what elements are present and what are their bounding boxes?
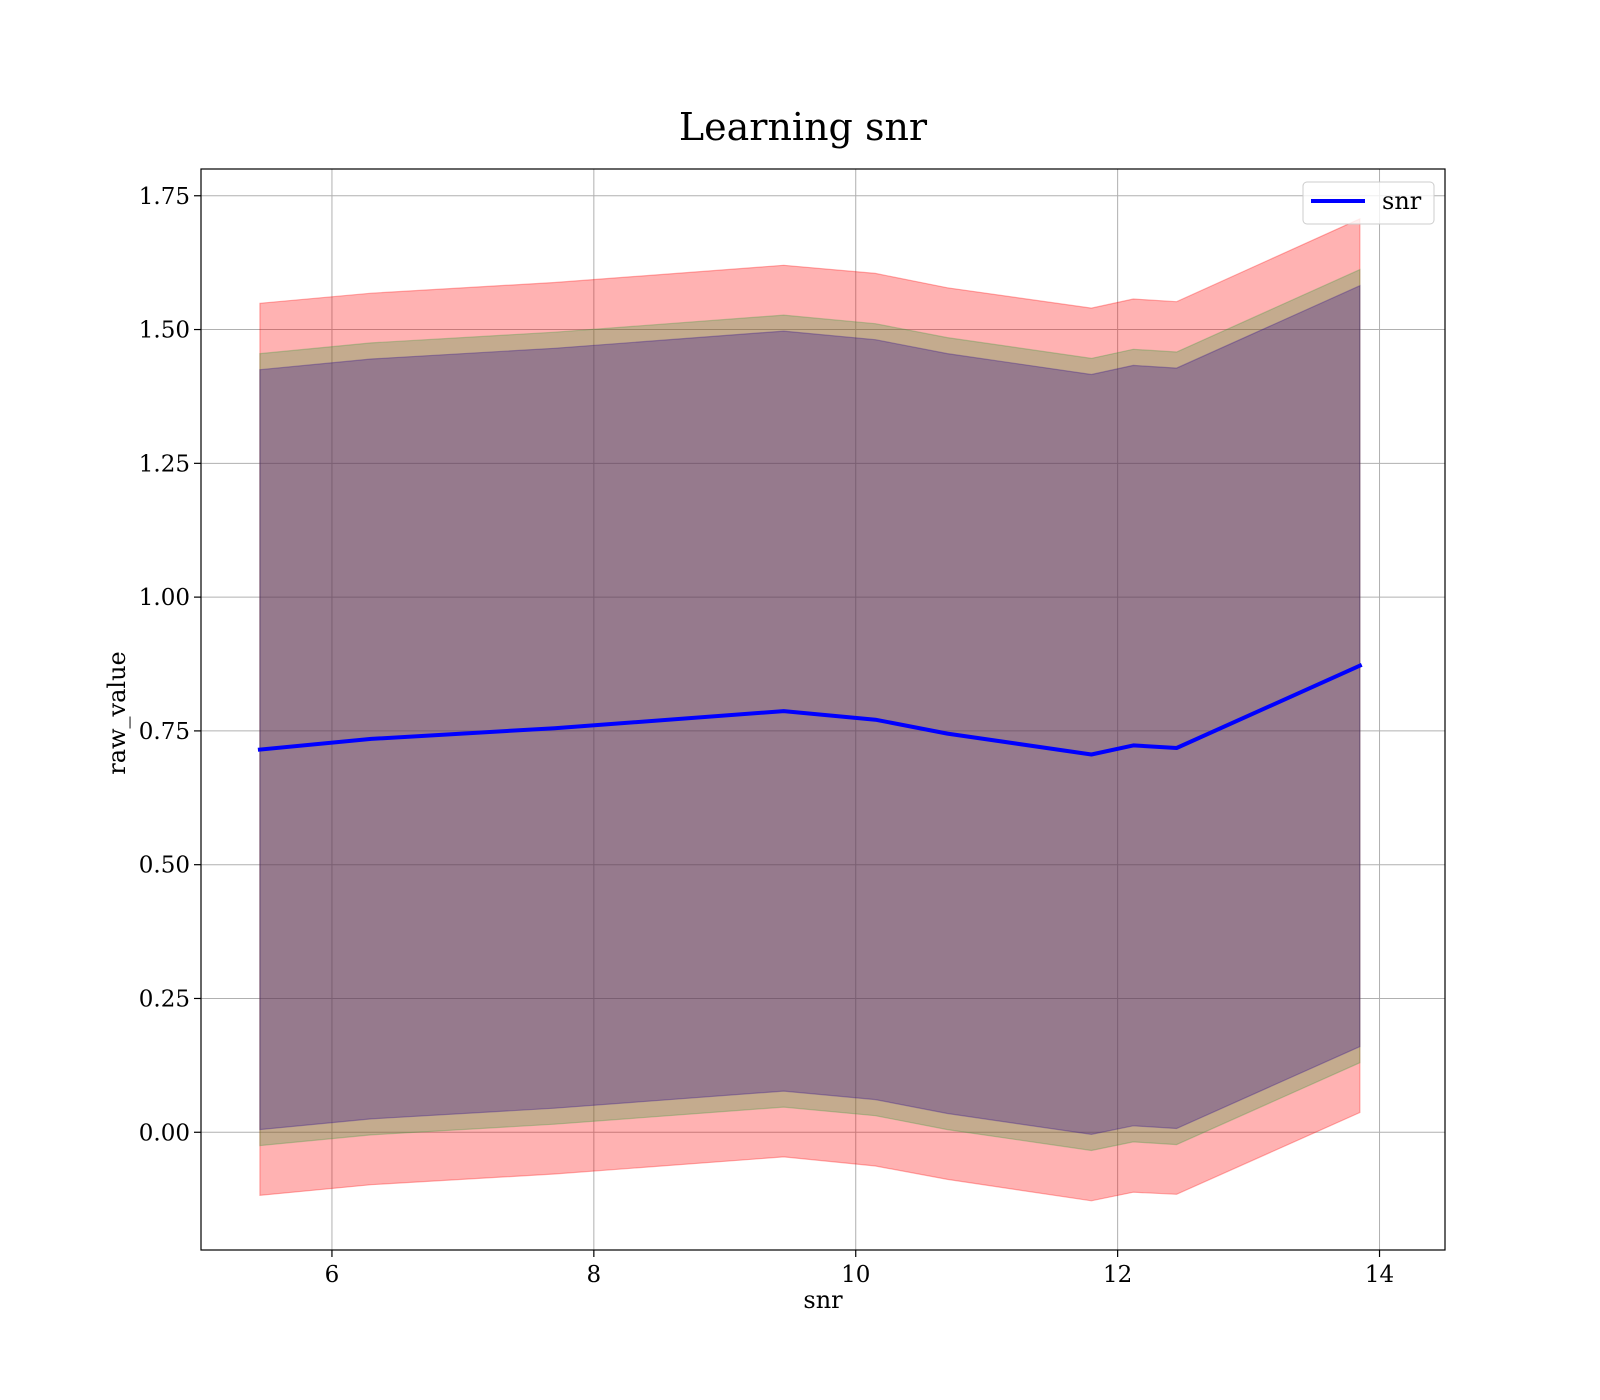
y-tick-label-3: 0.75 xyxy=(139,719,190,745)
x-tick-label-3: 12 xyxy=(1103,1262,1132,1288)
y-tick-label-5: 1.25 xyxy=(139,451,190,477)
y-axis-ticks: 0.00 0.25 0.50 0.75 1.00 1.25 1.50 1.75 xyxy=(139,184,201,1146)
legend-label-snr: snr xyxy=(1382,187,1422,215)
legend-box xyxy=(1302,181,1435,225)
y-tick-label-4: 1.00 xyxy=(139,585,190,611)
legend: snr xyxy=(1302,181,1435,225)
y-tick-label-6: 1.50 xyxy=(139,318,190,344)
x-tick-label-1: 8 xyxy=(587,1262,602,1288)
y-tick-label-0: 0.00 xyxy=(139,1120,190,1146)
band-1 xyxy=(259,268,1361,1152)
grid-lines xyxy=(201,169,1445,1250)
x-axis-label: snr xyxy=(803,1286,843,1314)
plot-frame xyxy=(200,168,1446,1251)
x-tick-label-0: 6 xyxy=(325,1262,340,1288)
x-tick-label-4: 14 xyxy=(1365,1262,1394,1288)
y-tick-label-7: 1.75 xyxy=(139,184,190,210)
y-tick-label-2: 0.50 xyxy=(139,853,190,879)
chart-title: Learning snr xyxy=(679,105,928,149)
band-2 xyxy=(259,284,1361,1136)
band-0 xyxy=(259,217,1361,1202)
y-axis-label: raw_value xyxy=(103,651,131,775)
y-tick-label-1: 0.25 xyxy=(139,986,190,1012)
x-axis-ticks: 6 8 10 12 14 xyxy=(325,1250,1394,1288)
confidence-bands xyxy=(259,217,1361,1202)
series-line-snr xyxy=(257,662,1363,757)
x-tick-label-2: 10 xyxy=(841,1262,870,1288)
data-series xyxy=(257,662,1363,757)
